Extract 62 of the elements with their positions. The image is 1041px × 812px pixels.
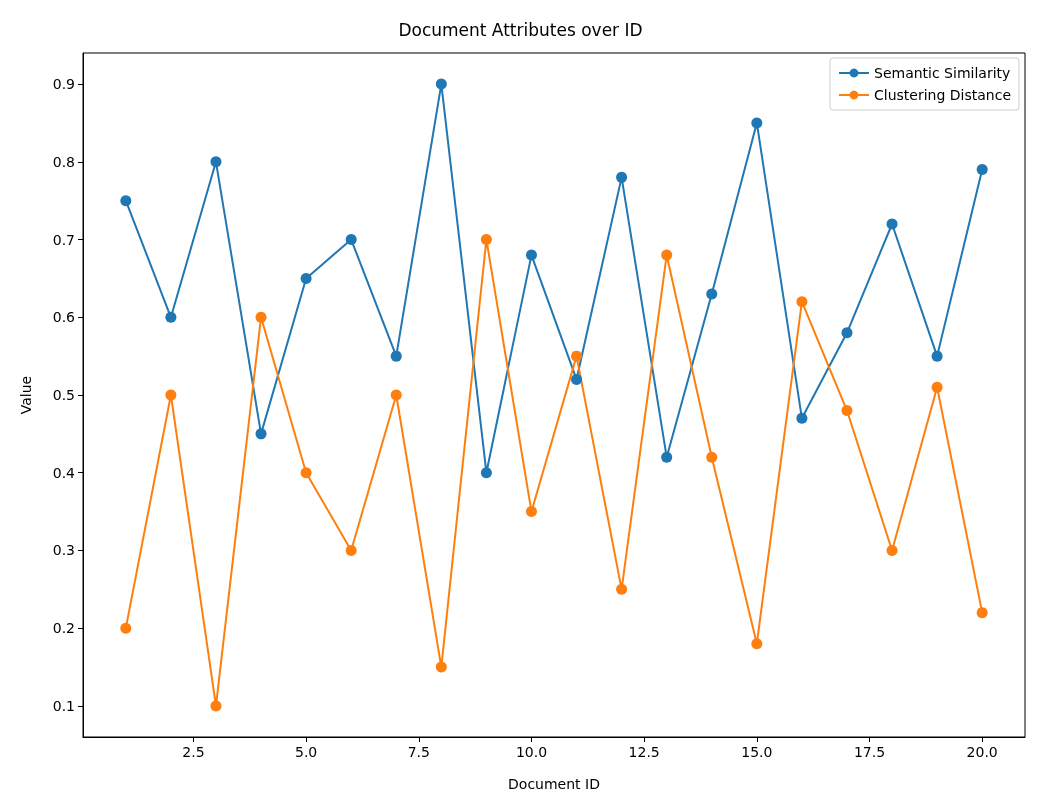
x-tick-label: 2.5 — [182, 744, 205, 760]
point — [706, 451, 718, 463]
x-tick-label: 20.0 — [966, 744, 998, 760]
x-tick-label: 10.0 — [515, 744, 548, 760]
x-tick-label: 17.5 — [853, 744, 886, 760]
point — [435, 661, 447, 673]
y-tick-label: 0.3 — [52, 542, 75, 559]
point — [661, 249, 673, 261]
x-tick-label: 12.5 — [628, 744, 660, 760]
x-tick-label: 7.5 — [407, 744, 430, 760]
y-tick-label: 0.2 — [52, 620, 75, 637]
point — [841, 405, 853, 417]
point — [571, 373, 583, 385]
point — [525, 506, 537, 518]
point — [300, 467, 312, 479]
y-axis-title: Value — [18, 375, 34, 415]
y-tick-label: 0.9 — [52, 76, 75, 93]
point — [886, 544, 898, 556]
point — [435, 78, 447, 90]
point — [976, 164, 988, 176]
y-tick-label: 0.4 — [52, 464, 76, 481]
point — [931, 350, 943, 362]
point — [661, 451, 673, 463]
x-tick-label: 15.0 — [741, 744, 773, 760]
point — [345, 544, 357, 556]
point — [976, 607, 988, 619]
point — [210, 156, 222, 168]
point — [931, 381, 943, 393]
point — [751, 638, 763, 650]
point — [165, 389, 177, 401]
point — [751, 117, 763, 129]
point — [390, 389, 402, 401]
point — [616, 171, 628, 183]
point — [841, 327, 853, 339]
point — [796, 412, 808, 424]
y-tick-label: 0.1 — [52, 697, 75, 714]
y-tick-label: 0.8 — [52, 153, 75, 170]
point — [480, 234, 492, 246]
point — [165, 311, 177, 323]
y-tick-label: 0.7 — [52, 231, 75, 248]
point — [390, 350, 402, 362]
legend-label: Semantic Similarity — [873, 65, 1011, 81]
legend-label: Clustering Distance — [873, 87, 1012, 103]
x-axis-title: Document ID — [508, 776, 600, 792]
point — [571, 350, 583, 362]
point — [255, 428, 267, 440]
point — [886, 218, 898, 230]
point — [255, 311, 267, 323]
point — [210, 700, 222, 712]
y-tick-label: 0.5 — [52, 387, 75, 403]
point — [796, 296, 808, 308]
point — [300, 272, 312, 284]
point — [525, 249, 537, 261]
y-tick-label: 0.6 — [52, 309, 76, 326]
point — [616, 583, 628, 595]
point — [480, 467, 492, 479]
point — [120, 622, 132, 634]
x-tick-label: 5.0 — [294, 744, 318, 760]
point — [345, 234, 357, 246]
chart-title: Document Attributes over ID — [398, 19, 643, 40]
point — [120, 195, 132, 207]
point — [706, 288, 718, 300]
